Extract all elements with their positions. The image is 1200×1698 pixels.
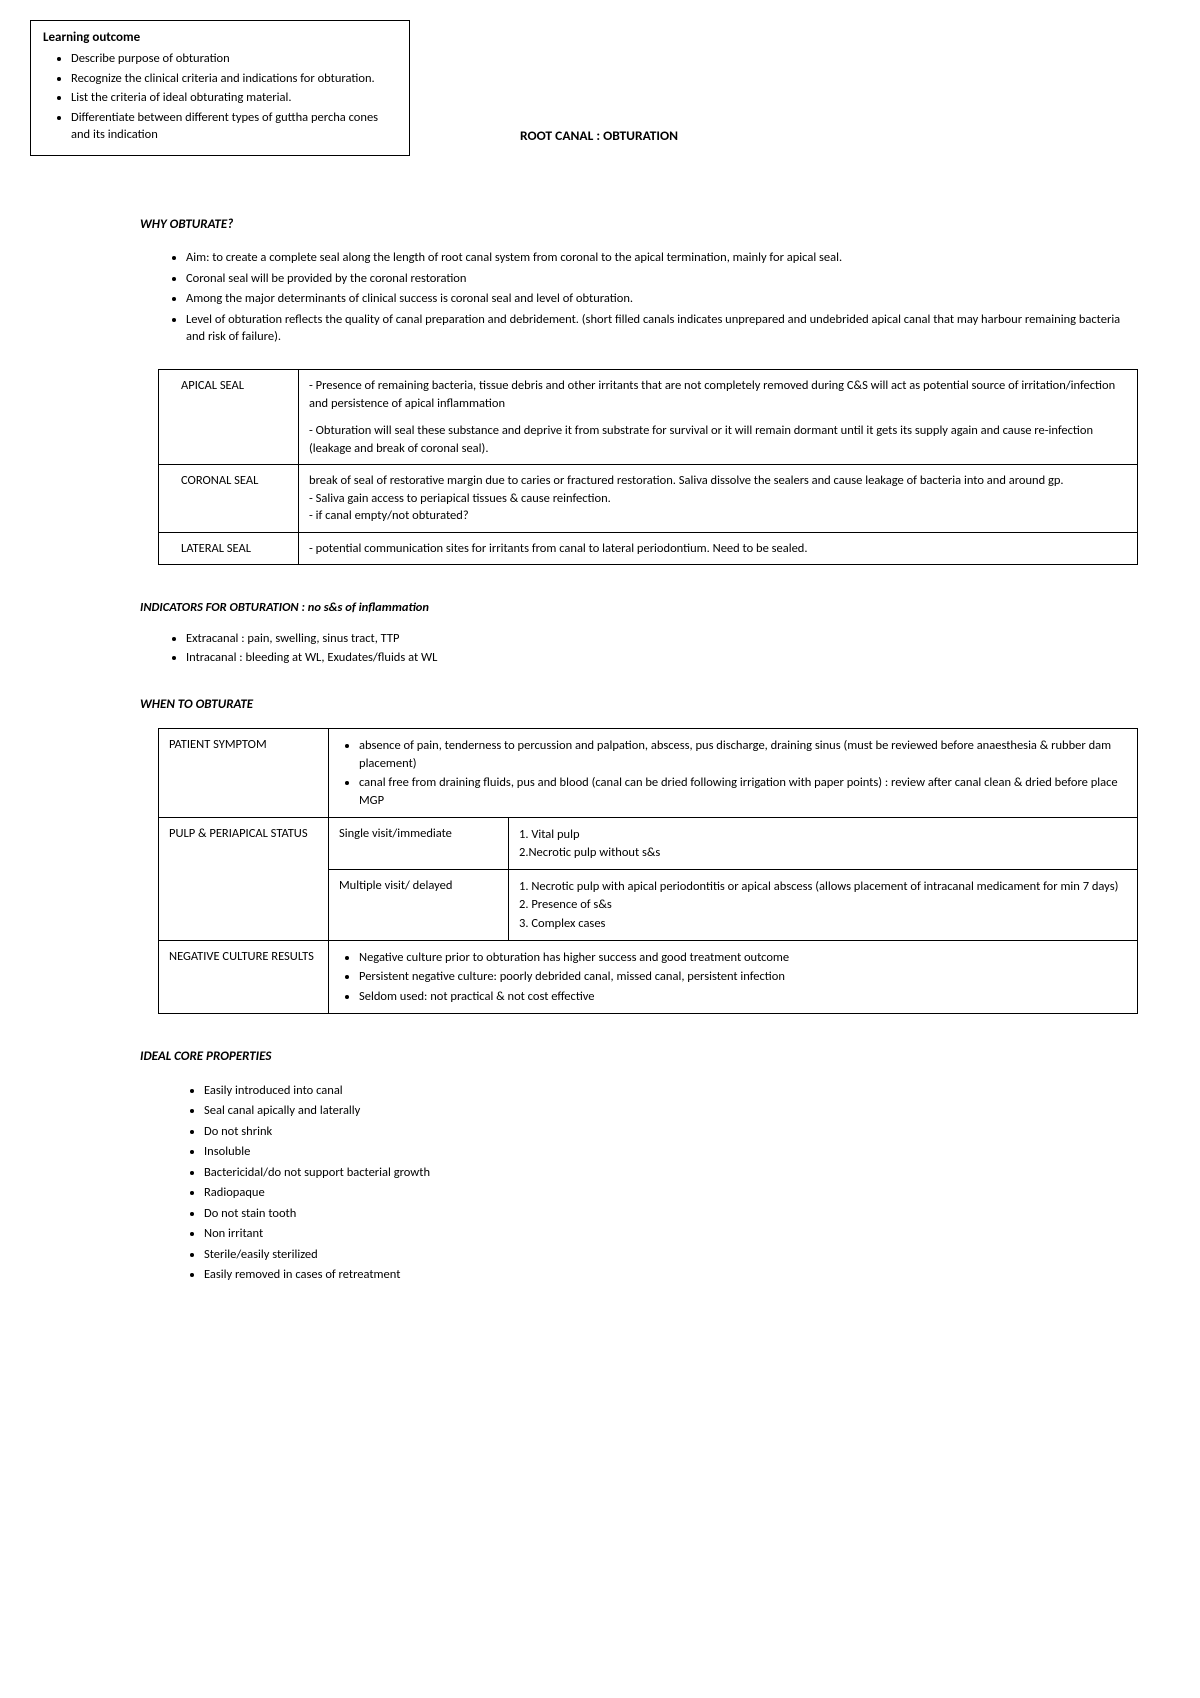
when-sublabel: Multiple visit/ delayed (329, 870, 509, 941)
when-desc: 1. Necrotic pulp with apical periodontit… (509, 870, 1138, 941)
list-item: Easily removed in cases of retreatment (204, 1265, 1130, 1286)
num-lines: 1. Vital pulp 2.Necrotic pulp without s&… (519, 825, 1127, 862)
list-item: Extracanal : pain, swelling, sinus tract… (186, 629, 1130, 649)
when-label: PULP & PERIAPICAL STATUS (159, 818, 329, 941)
list-item: Insoluble (204, 1142, 1130, 1163)
list-item: Radiopaque (204, 1183, 1130, 1204)
section-heading-indicators: INDICATORS FOR OBTURATION : no s&s of in… (140, 599, 1130, 617)
document-page: Learning outcome Describe purpose of obt… (0, 0, 1200, 1345)
section-heading-core: IDEAL CORE PROPERTIES (140, 1048, 1130, 1066)
inner-bullets: absence of pain, tenderness to percussio… (339, 736, 1127, 810)
core-properties-list: Easily introduced into canal Seal canal … (140, 1080, 1130, 1285)
cell-text: break of seal of restorative margin due … (309, 472, 1127, 490)
document-title: ROOT CANAL : OBTURATION (520, 127, 678, 146)
num-lines: 1. Necrotic pulp with apical periodontit… (519, 877, 1127, 933)
learning-outcome-title: Learning outcome (43, 29, 397, 47)
list-item: Intracanal : bleeding at WL, Exudates/fl… (186, 648, 1130, 668)
list-item: Seal canal apically and laterally (204, 1101, 1130, 1122)
when-label: PATIENT SYMPTOM (159, 729, 329, 818)
list-item: Do not shrink (204, 1121, 1130, 1142)
section-heading-why: WHY OBTURATE? (140, 216, 1130, 234)
list-item: Bactericidal/do not support bacterial gr… (204, 1162, 1130, 1183)
seal-desc: - Presence of remaining bacteria, tissue… (299, 370, 1138, 465)
list-item: Seldom used: not practical & not cost ef… (359, 987, 1127, 1007)
learning-outcome-list: Describe purpose of obturation Recognize… (43, 49, 397, 145)
when-label: NEGATIVE CULTURE RESULTS (159, 940, 329, 1014)
list-item: Negative culture prior to obturation has… (359, 948, 1127, 968)
list-item: Recognize the clinical criteria and indi… (71, 69, 397, 89)
list-item: Level of obturation reflects the quality… (186, 309, 1130, 347)
seal-desc: - potential communication sites for irri… (299, 532, 1138, 565)
inner-bullets: Negative culture prior to obturation has… (339, 948, 1127, 1007)
when-desc: absence of pain, tenderness to percussio… (329, 729, 1138, 818)
cell-text: 1. Vital pulp (519, 825, 1127, 844)
learning-outcome-box: Learning outcome Describe purpose of obt… (30, 20, 410, 156)
table-row: PULP & PERIAPICAL STATUS Single visit/im… (159, 818, 1138, 870)
cell-text: 3. Complex cases (519, 914, 1127, 933)
table-row: APICAL SEAL - Presence of remaining bact… (159, 370, 1138, 465)
cell-text: 1. Necrotic pulp with apical periodontit… (519, 877, 1127, 896)
list-item: Among the major determinants of clinical… (186, 289, 1130, 310)
header-row: Learning outcome Describe purpose of obt… (30, 20, 1170, 156)
cell-text: - Obturation will seal these substance a… (309, 422, 1127, 457)
cell-text: 2.Necrotic pulp without s&s (519, 844, 1127, 863)
seal-label: APICAL SEAL (159, 370, 299, 465)
indicators-list: Extracanal : pain, swelling, sinus tract… (140, 629, 1130, 668)
list-item: Do not stain tooth (204, 1203, 1130, 1224)
cell-text: 2. Presence of s&s (519, 896, 1127, 915)
list-item: Differentiate between different types of… (71, 108, 397, 145)
list-item: canal free from draining fluids, pus and… (359, 773, 1127, 810)
seal-label: LATERAL SEAL (159, 532, 299, 565)
seal-label: CORONAL SEAL (159, 465, 299, 533)
list-item: Persistent negative culture: poorly debr… (359, 967, 1127, 987)
cell-text: - Saliva gain access to periapical tissu… (309, 490, 1127, 508)
table-row: PATIENT SYMPTOM absence of pain, tendern… (159, 729, 1138, 818)
list-item: List the criteria of ideal obturating ma… (71, 88, 397, 108)
seal-desc: break of seal of restorative margin due … (299, 465, 1138, 533)
when-desc: Negative culture prior to obturation has… (329, 940, 1138, 1014)
table-row: LATERAL SEAL - potential communication s… (159, 532, 1138, 565)
when-sublabel: Single visit/immediate (329, 818, 509, 870)
cell-text: - Presence of remaining bacteria, tissue… (309, 377, 1127, 412)
when-table: PATIENT SYMPTOM absence of pain, tendern… (158, 728, 1138, 1014)
section-heading-when: WHEN TO OBTURATE (140, 696, 1130, 714)
table-row: CORONAL SEAL break of seal of restorativ… (159, 465, 1138, 533)
list-item: Easily introduced into canal (204, 1080, 1130, 1101)
list-item: Aim: to create a complete seal along the… (186, 248, 1130, 269)
list-item: Non irritant (204, 1224, 1130, 1245)
seal-table: APICAL SEAL - Presence of remaining bact… (158, 369, 1138, 565)
why-bullets: Aim: to create a complete seal along the… (140, 248, 1130, 348)
list-item: Sterile/easily sterilized (204, 1244, 1130, 1265)
content-area: WHY OBTURATE? Aim: to create a complete … (140, 216, 1130, 1286)
list-item: Describe purpose of obturation (71, 49, 397, 69)
when-desc: 1. Vital pulp 2.Necrotic pulp without s&… (509, 818, 1138, 870)
table-row: NEGATIVE CULTURE RESULTS Negative cultur… (159, 940, 1138, 1014)
cell-text: - if canal empty/not obturated? (309, 507, 1127, 525)
list-item: Coronal seal will be provided by the cor… (186, 268, 1130, 289)
cell-text: - potential communication sites for irri… (309, 540, 1127, 558)
list-item: absence of pain, tenderness to percussio… (359, 736, 1127, 773)
